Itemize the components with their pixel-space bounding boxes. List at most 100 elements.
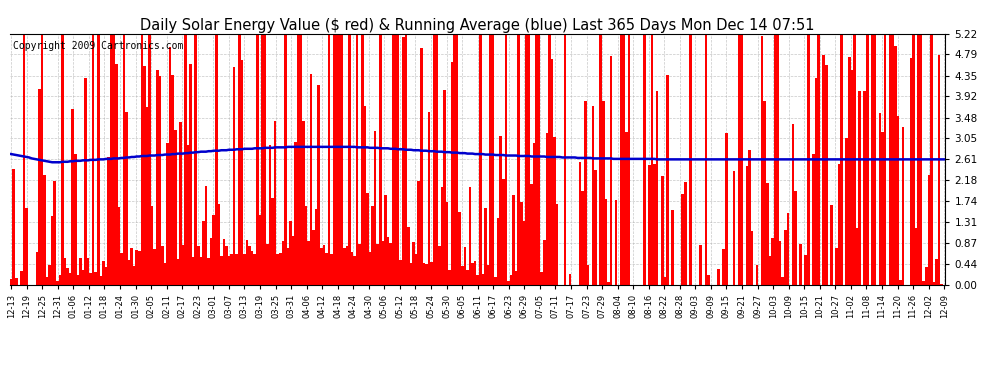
- Bar: [297, 34, 300, 285]
- Bar: [318, 85, 320, 285]
- Bar: [53, 182, 56, 285]
- Bar: [487, 265, 489, 285]
- Bar: [336, 34, 338, 285]
- Bar: [771, 238, 774, 285]
- Bar: [863, 91, 866, 285]
- Bar: [520, 202, 523, 285]
- Bar: [461, 266, 463, 285]
- Bar: [328, 34, 331, 285]
- Text: Copyright 2009 Cartronics.com: Copyright 2009 Cartronics.com: [13, 41, 183, 51]
- Bar: [555, 204, 558, 285]
- Bar: [63, 258, 66, 285]
- Bar: [655, 92, 658, 285]
- Bar: [194, 34, 197, 285]
- Bar: [533, 142, 536, 285]
- Bar: [187, 145, 189, 285]
- Bar: [528, 34, 531, 285]
- Bar: [450, 62, 453, 285]
- Bar: [238, 34, 241, 285]
- Bar: [605, 199, 607, 285]
- Bar: [294, 142, 297, 285]
- Bar: [866, 34, 868, 285]
- Bar: [358, 244, 361, 285]
- Bar: [784, 230, 786, 285]
- Bar: [418, 181, 420, 285]
- Bar: [263, 34, 266, 285]
- Bar: [92, 34, 94, 285]
- Bar: [718, 270, 720, 285]
- Bar: [313, 230, 315, 285]
- Bar: [241, 60, 244, 285]
- Bar: [699, 246, 702, 285]
- Bar: [587, 265, 589, 285]
- Bar: [884, 34, 886, 285]
- Bar: [36, 252, 38, 285]
- Bar: [131, 248, 133, 285]
- Bar: [79, 258, 81, 285]
- Bar: [855, 228, 858, 285]
- Bar: [220, 256, 223, 285]
- Bar: [394, 34, 397, 285]
- Bar: [643, 34, 645, 285]
- Bar: [56, 281, 58, 285]
- Bar: [392, 34, 394, 285]
- Bar: [776, 34, 779, 285]
- Bar: [507, 281, 510, 285]
- Bar: [94, 272, 97, 285]
- Bar: [50, 216, 53, 285]
- Bar: [489, 34, 492, 285]
- Bar: [774, 34, 776, 285]
- Bar: [13, 169, 15, 285]
- Bar: [71, 108, 74, 285]
- Bar: [197, 246, 200, 285]
- Bar: [113, 34, 115, 285]
- Bar: [333, 34, 336, 285]
- Bar: [838, 164, 841, 285]
- Bar: [246, 240, 248, 285]
- Bar: [228, 256, 231, 285]
- Bar: [166, 143, 169, 285]
- Bar: [925, 267, 928, 285]
- Bar: [502, 178, 505, 285]
- Bar: [755, 265, 758, 285]
- Bar: [423, 264, 425, 285]
- Bar: [156, 70, 158, 285]
- Bar: [148, 34, 150, 285]
- Bar: [153, 249, 156, 285]
- Bar: [133, 266, 136, 285]
- Bar: [928, 175, 930, 285]
- Bar: [210, 238, 213, 285]
- Bar: [707, 274, 710, 285]
- Bar: [741, 34, 742, 285]
- Bar: [433, 34, 436, 285]
- Bar: [171, 75, 174, 285]
- Bar: [231, 254, 233, 285]
- Bar: [244, 254, 246, 285]
- Bar: [544, 240, 545, 285]
- Bar: [320, 248, 323, 285]
- Bar: [207, 258, 210, 285]
- Bar: [568, 274, 571, 285]
- Bar: [479, 34, 481, 285]
- Bar: [553, 137, 555, 285]
- Bar: [850, 70, 853, 285]
- Bar: [281, 242, 284, 285]
- Bar: [41, 34, 44, 285]
- Bar: [779, 242, 781, 285]
- Bar: [325, 253, 328, 285]
- Bar: [723, 249, 725, 285]
- Bar: [836, 248, 838, 285]
- Bar: [144, 66, 146, 285]
- Bar: [387, 237, 389, 285]
- Bar: [120, 253, 123, 285]
- Bar: [823, 56, 825, 285]
- Bar: [218, 204, 220, 285]
- Bar: [541, 272, 544, 285]
- Bar: [202, 221, 205, 285]
- Bar: [256, 34, 258, 285]
- Bar: [481, 273, 484, 285]
- Bar: [276, 254, 279, 285]
- Bar: [763, 101, 766, 285]
- Bar: [436, 34, 438, 285]
- Bar: [250, 251, 253, 285]
